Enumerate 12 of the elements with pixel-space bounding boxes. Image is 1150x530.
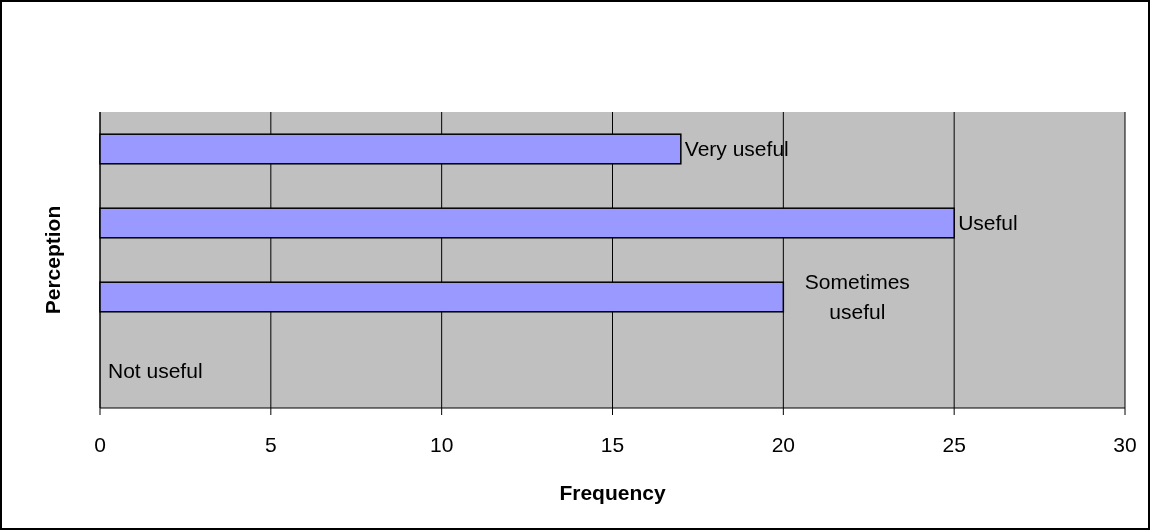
y-tick-label: Not useful <box>108 359 203 383</box>
x-tick-label: 30 <box>1113 433 1137 456</box>
x-tick-label: 0 <box>94 433 106 456</box>
x-tick-label: 20 <box>771 433 796 456</box>
x-tick-label: 5 <box>264 433 277 456</box>
y-tick-label: Sometimes useful <box>804 270 910 324</box>
x-tick-label: 25 <box>942 433 966 456</box>
x-tick-label: 10 <box>429 433 454 456</box>
x-axis-title: Frequency <box>559 481 666 504</box>
y-axis-title: Perception <box>41 205 64 315</box>
x-tick-label: 15 <box>600 433 625 456</box>
y-tick-label: Useful <box>958 211 1018 235</box>
